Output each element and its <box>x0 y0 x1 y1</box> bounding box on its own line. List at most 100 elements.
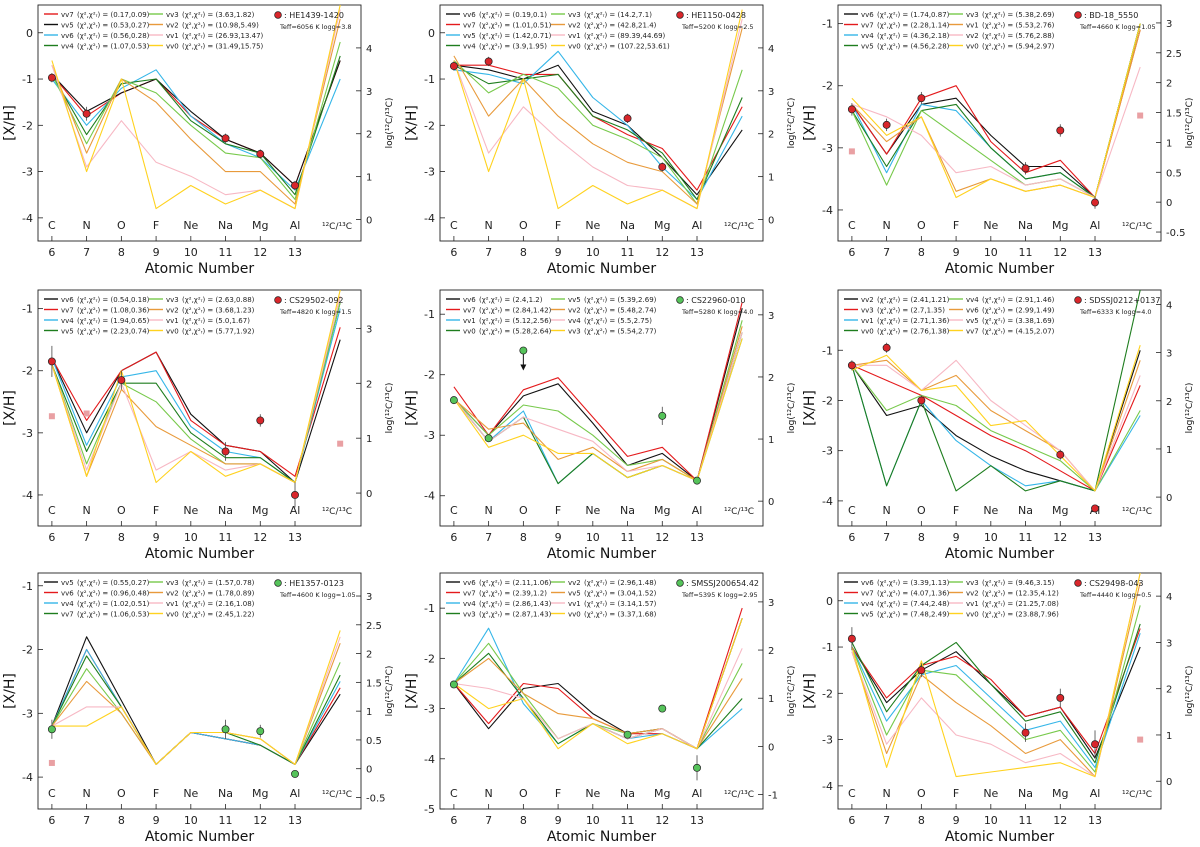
y-tick-label: -4 <box>424 212 435 225</box>
legend-chi: (χ²,χ²ᵣ) = (2.16,1.08) <box>182 600 255 608</box>
y2-axis-title: log(¹²C/¹³C) <box>1185 666 1195 717</box>
star-legend-marker <box>676 579 684 587</box>
series-line-vv5 <box>51 60 341 187</box>
ratio-marker <box>48 413 55 420</box>
ratio-marker <box>1137 736 1144 743</box>
x-tick-label: 10 <box>586 531 600 544</box>
series-line-vv0 <box>851 289 1141 492</box>
legend-chi: (χ²,χ²ᵣ) = (0.53,0.27) <box>77 22 150 30</box>
star-name: : CS29498-043 <box>1084 579 1144 588</box>
series-line-vv0 <box>51 289 341 484</box>
star-legend-marker <box>274 11 282 19</box>
series-line-vv4 <box>453 64 743 200</box>
element-symbol: Mg <box>1052 787 1068 800</box>
legend-name: vv3 <box>966 579 979 587</box>
x-tick-label: 9 <box>953 246 960 259</box>
legend-name: vv6 <box>61 296 74 304</box>
x-tick-label: 13 <box>288 814 302 827</box>
element-symbol: C <box>848 504 856 517</box>
panel-smssj200654-42: -1-2-3-4-5-101236C7N8O9F10Ne11Na12Mg13Al… <box>404 572 797 845</box>
x-tick-label: 12 <box>655 246 669 259</box>
y2-tick-label: 0 <box>366 489 372 500</box>
y-tick-label: -3 <box>822 142 833 155</box>
observation-marker <box>47 725 56 734</box>
y2-tick-label: 1.5 <box>366 678 382 689</box>
legend-name: vv2 <box>166 590 179 598</box>
series-line-vv5 <box>851 23 1141 199</box>
legend-chi: (χ²,χ²ᵣ) = (2.11,1.06) <box>479 579 552 587</box>
element-symbol: Na <box>218 787 233 800</box>
y-tick-label: -1 <box>22 303 33 316</box>
legend-name: vv5 <box>861 611 874 619</box>
element-symbol: N <box>83 787 91 800</box>
legend-name: vv1 <box>966 22 979 30</box>
ratio-marker <box>83 410 90 417</box>
legend-chi: (χ²,χ²ᵣ) = (1.74,0.87) <box>877 11 950 19</box>
series-line-vv4 <box>51 55 341 196</box>
y2-tick-label: 0 <box>1166 493 1172 504</box>
legend-name: vv7 <box>61 307 74 315</box>
y2-tick-label: 1 <box>768 694 774 705</box>
legend-chi: (χ²,χ²ᵣ) = (2.76,1.38) <box>877 328 950 336</box>
y2-tick-label: 0 <box>1166 198 1172 209</box>
y-tick-label: -5 <box>424 803 435 816</box>
legend-name: vv3 <box>166 296 179 304</box>
y2-tick-label: 2.5 <box>366 621 382 632</box>
legend-chi: (χ²,χ²ᵣ) = (4.56,2.28) <box>877 43 950 51</box>
y-axis-title: [X/H] <box>2 673 18 709</box>
observation-marker <box>1091 504 1099 513</box>
legend-name: vv1 <box>861 317 874 325</box>
star-legend-marker <box>274 296 282 304</box>
observation-marker <box>1056 126 1065 135</box>
y2-tick-label: 3 <box>768 87 774 98</box>
x-tick-label: 10 <box>184 246 198 259</box>
panel-he1357-0123: -1 -2 -3 -4 -0.5 0 0.5 1 1.5 2 2.5 3 6 C 7 N 8 O 9 F 10 Ne 11 N… <box>2 572 395 845</box>
legend-name: vv0 <box>568 43 581 51</box>
observation-marker <box>658 163 667 171</box>
element-symbol: Mg <box>654 504 670 517</box>
legend-chi: (χ²,χ²ᵣ) = (2.39,1.2) <box>479 590 547 598</box>
legend-chi: (χ²,χ²ᵣ) = (89.39,44.69) <box>584 32 666 40</box>
ratio-label: ¹²C/¹³C <box>1122 790 1152 800</box>
legend-name: vv0 <box>861 328 874 336</box>
observation-marker <box>917 94 926 103</box>
y2-tick-label: 4 <box>366 44 372 55</box>
x-tick-label: 9 <box>555 814 562 827</box>
element-symbol: F <box>555 219 561 232</box>
legend-chi: (χ²,χ²ᵣ) = (3.63,1.82) <box>182 11 255 19</box>
legend-name: vv2 <box>166 307 179 315</box>
y2-tick-label: 1 <box>366 434 372 445</box>
element-symbol: Mg <box>654 219 670 232</box>
element-symbol: Ne <box>983 504 998 517</box>
x-tick-label: 12 <box>655 814 669 827</box>
observation-marker <box>256 416 265 425</box>
legend-name: vv1 <box>166 600 179 608</box>
legend-chi: (χ²,χ²ᵣ) = (5.28,2.64) <box>479 328 552 336</box>
plot-frame <box>439 289 764 527</box>
element-symbol: N <box>883 504 891 517</box>
x-tick-label: 7 <box>485 814 492 827</box>
series-line-vv6 <box>453 64 743 196</box>
y2-tick-label: 1 <box>1166 138 1172 149</box>
y2-tick-label: 1 <box>366 173 372 184</box>
series-line-vv7 <box>453 301 743 482</box>
element-symbol: Mg <box>252 787 268 800</box>
element-symbol: Al <box>1090 219 1101 232</box>
legend-name: vv1 <box>568 32 581 40</box>
plot-frame <box>37 289 362 527</box>
series-line-vv7 <box>51 327 341 477</box>
element-symbol: C <box>450 787 458 800</box>
legend-name: vv1 <box>966 600 979 608</box>
x-tick-label: 10 <box>586 814 600 827</box>
x-tick-label: 12 <box>253 531 267 544</box>
element-symbol: F <box>555 504 561 517</box>
y2-tick-label: 0 <box>768 497 774 508</box>
plot-frame <box>837 289 1162 527</box>
y-tick-label: -3 <box>822 734 833 747</box>
legend-name: vv4 <box>463 43 476 51</box>
legend-chi: (χ²,χ²ᵣ) = (5.77,1.92) <box>182 328 255 336</box>
y-tick-label: 0 <box>26 27 33 40</box>
legend-chi: (χ²,χ²ᵣ) = (1.57,0.78) <box>182 579 255 587</box>
y2-tick-label: 3 <box>768 598 774 609</box>
